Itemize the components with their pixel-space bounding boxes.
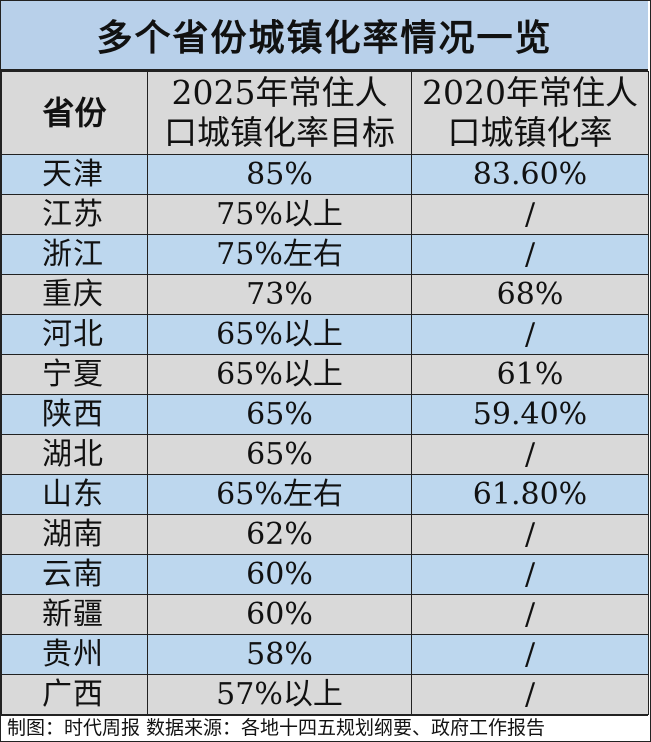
target-2025-cell: 75%以上 [147,194,412,235]
target-2025-cell: 73% [147,274,412,315]
table-row: 新疆 60% / [1,594,649,635]
table-row: 云南 60% / [1,554,649,595]
rate-2020-cell: / [411,514,649,555]
header-province: 省份 [1,71,148,155]
rate-2020-cell: / [411,554,649,595]
table-row: 宁夏 65%以上 61% [1,354,649,395]
table-row: 江苏 75%以上 / [1,194,649,235]
table-row: 河北 65%以上 / [1,314,649,355]
rate-2020-cell: / [411,234,649,275]
table-row: 贵州 58% / [1,634,649,675]
target-2025-cell: 75%左右 [147,234,412,275]
table-row: 湖南 62% / [1,514,649,555]
table-row: 陕西 65% 59.40% [1,394,649,435]
header-target-2025-line1: 2025年常住人 [171,73,388,112]
rate-2020-cell: 83.60% [411,154,649,195]
rate-2020-cell: / [411,594,649,635]
header-target-2025-line2: 口城镇化率目标 [164,113,395,152]
table-row: 浙江 75%左右 / [1,234,649,275]
province-cell: 宁夏 [1,354,148,395]
rate-2020-cell: / [411,674,649,715]
table-row: 山东 65%左右 61.80% [1,474,649,515]
target-2025-cell: 57%以上 [147,674,412,715]
urbanization-table: 省份 2025年常住人 口城镇化率目标 2020年常住人 口城镇化率 天津 85%… [1,71,649,715]
table-row: 广西 57%以上 / [1,674,649,715]
target-2025-cell: 65%以上 [147,354,412,395]
province-cell: 湖南 [1,514,148,555]
province-cell: 河北 [1,314,148,355]
province-cell: 山东 [1,474,148,515]
province-cell: 天津 [1,154,148,195]
target-2025-cell: 58% [147,634,412,675]
target-2025-cell: 65% [147,394,412,435]
province-cell: 新疆 [1,594,148,635]
province-cell: 重庆 [1,274,148,315]
province-cell: 广西 [1,674,148,715]
target-2025-cell: 85% [147,154,412,195]
header-rate-2020-line1: 2020年常住人 [422,73,638,112]
header-target-2025: 2025年常住人 口城镇化率目标 [147,71,412,155]
province-cell: 云南 [1,554,148,595]
target-2025-cell: 65% [147,434,412,475]
province-cell: 湖北 [1,434,148,475]
table-row: 湖北 65% / [1,434,649,475]
target-2025-cell: 60% [147,554,412,595]
rate-2020-cell: / [411,634,649,675]
header-rate-2020: 2020年常住人 口城镇化率 [411,71,649,155]
rate-2020-cell: 59.40% [411,394,649,435]
rate-2020-cell: / [411,194,649,235]
province-cell: 江苏 [1,194,148,235]
province-cell: 陕西 [1,394,148,435]
target-2025-cell: 62% [147,514,412,555]
rate-2020-cell: 68% [411,274,649,315]
header-row: 省份 2025年常住人 口城镇化率目标 2020年常住人 口城镇化率 [1,71,649,155]
province-cell: 贵州 [1,634,148,675]
target-2025-cell: 65%以上 [147,314,412,355]
target-2025-cell: 65%左右 [147,474,412,515]
target-2025-cell: 60% [147,594,412,635]
header-rate-2020-line2: 口城镇化率 [447,113,613,152]
rate-2020-cell: / [411,434,649,475]
rate-2020-cell: 61.80% [411,474,649,515]
table-row: 天津 85% 83.60% [1,154,649,195]
province-cell: 浙江 [1,234,148,275]
table-title: 多个省份城镇化率情况一览 [1,1,648,71]
footer-source: 制图：时代周报 数据来源：各地十四五规划纲要、政府工作报告 [1,715,648,741]
table-row: 重庆 73% 68% [1,274,649,315]
rate-2020-cell: 61% [411,354,649,395]
rate-2020-cell: / [411,314,649,355]
